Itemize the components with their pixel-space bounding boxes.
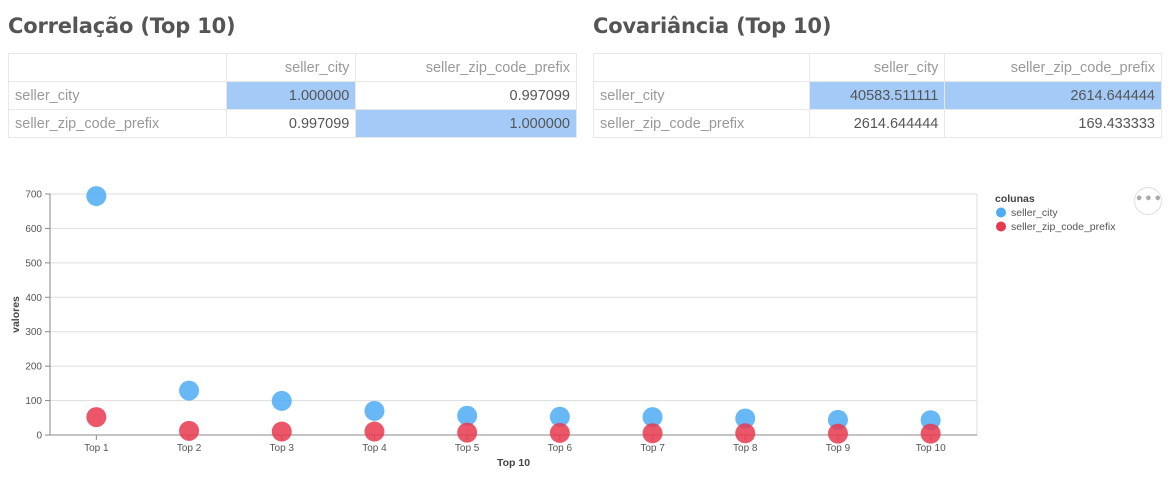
legend-swatch — [996, 221, 1006, 232]
more-horizontal-icon[interactable]: ••• — [1134, 187, 1162, 215]
covariance-table: seller_city seller_zip_code_prefix selle… — [593, 53, 1162, 138]
data-point-seller-zip-code-prefix — [642, 423, 663, 444]
x-tick-label: Top 1 — [84, 443, 109, 454]
correlation-table: seller_city seller_zip_code_prefix selle… — [8, 53, 577, 138]
table-cell: 1.000000 — [225, 81, 357, 110]
correlation-title: Correlação (Top 10) — [8, 14, 236, 38]
table-row: seller_city 40583.511111 2614.644444 — [593, 81, 1162, 110]
data-point-seller-city — [549, 406, 570, 427]
data-point-seller-zip-code-prefix — [735, 423, 756, 444]
table-row: seller_zip_code_prefix 2614.644444 169.4… — [593, 109, 1162, 138]
data-point-seller-zip-code-prefix — [271, 421, 292, 442]
data-point-seller-zip-code-prefix — [827, 423, 848, 444]
covariance-title: Covariância (Top 10) — [593, 14, 832, 38]
data-point-seller-zip-code-prefix — [86, 407, 107, 428]
x-tick-label: Top 5 — [455, 443, 480, 454]
table-row: seller_city 1.000000 0.997099 — [8, 81, 577, 110]
table-cell: 2614.644444 — [808, 109, 946, 138]
corner-cell — [8, 53, 227, 82]
column-header: seller_city — [808, 53, 946, 82]
data-point-seller-city — [271, 390, 292, 411]
data-point-seller-city — [735, 408, 756, 429]
data-point-seller-city — [642, 407, 663, 428]
table-cell: 0.997099 — [225, 109, 357, 138]
table-cell: 2614.644444 — [944, 81, 1162, 110]
table-cell: 169.433333 — [944, 109, 1162, 138]
table-cell: 40583.511111 — [808, 81, 946, 110]
x-tick-label: Top 7 — [640, 443, 665, 454]
legend-title: colunas — [995, 193, 1035, 205]
row-header: seller_zip_code_prefix — [593, 109, 810, 138]
legend-label: seller_city — [1011, 207, 1058, 219]
scatter-chart: 0 100 200 300 400 500 600 700 Top 1 Top 2 Top 3 Top… — [0, 180, 1173, 480]
y-axis-title: valores — [10, 296, 22, 333]
corner-cell — [593, 53, 810, 82]
y-tick-label: 300 — [25, 327, 42, 338]
row-header: seller_zip_code_prefix — [8, 109, 227, 138]
data-point-seller-zip-code-prefix — [364, 421, 385, 442]
data-point-seller-zip-code-prefix — [549, 422, 570, 443]
x-axis-title: Top 10 — [497, 457, 530, 469]
correlation-header-row: seller_city seller_zip_code_prefix — [8, 53, 577, 82]
y-tick-label: 600 — [25, 224, 42, 235]
y-tick-label: 0 — [36, 431, 42, 442]
x-tick-label: Top 6 — [548, 443, 573, 454]
y-tick-label: 200 — [25, 362, 42, 373]
covariance-panel: Covariância (Top 10) — [593, 0, 1162, 40]
correlation-panel: Correlação (Top 10) — [8, 0, 577, 40]
x-tick-label: Top 9 — [826, 443, 851, 454]
y-tick-label: 500 — [25, 258, 42, 269]
data-point-seller-city — [86, 186, 107, 207]
data-point-seller-city — [179, 380, 200, 401]
chart-svg: 0 100 200 300 400 500 600 700 Top 1 Top 2 Top 3 Top… — [10, 186, 1116, 469]
x-tick-label: Top 2 — [177, 443, 202, 454]
legend-swatch — [996, 207, 1006, 218]
column-header: seller_zip_code_prefix — [355, 53, 577, 82]
column-header: seller_zip_code_prefix — [944, 53, 1162, 82]
column-header: seller_city — [225, 53, 357, 82]
x-tick-label: Top 8 — [733, 443, 758, 454]
data-point-seller-city — [364, 400, 385, 421]
data-point-seller-zip-code-prefix — [920, 423, 941, 444]
legend-label: seller_zip_code_prefix — [1011, 221, 1116, 233]
data-point-seller-city — [457, 405, 478, 426]
y-tick-label: 700 — [25, 190, 42, 201]
x-tick-label: Top 4 — [362, 443, 387, 454]
x-tick-label: Top 3 — [270, 443, 295, 454]
table-cell: 0.997099 — [355, 81, 577, 110]
table-row: seller_zip_code_prefix 0.997099 1.000000 — [8, 109, 577, 138]
data-point-seller-city — [827, 409, 848, 430]
row-header: seller_city — [8, 81, 227, 110]
row-header: seller_city — [593, 81, 810, 110]
data-point-seller-zip-code-prefix — [179, 420, 200, 441]
y-tick-label: 100 — [25, 396, 42, 407]
covariance-header-row: seller_city seller_zip_code_prefix — [593, 53, 1162, 82]
data-point-seller-zip-code-prefix — [457, 422, 478, 443]
table-cell: 1.000000 — [355, 109, 577, 138]
x-tick-label: Top 10 — [916, 443, 946, 454]
y-tick-label: 400 — [25, 293, 42, 304]
